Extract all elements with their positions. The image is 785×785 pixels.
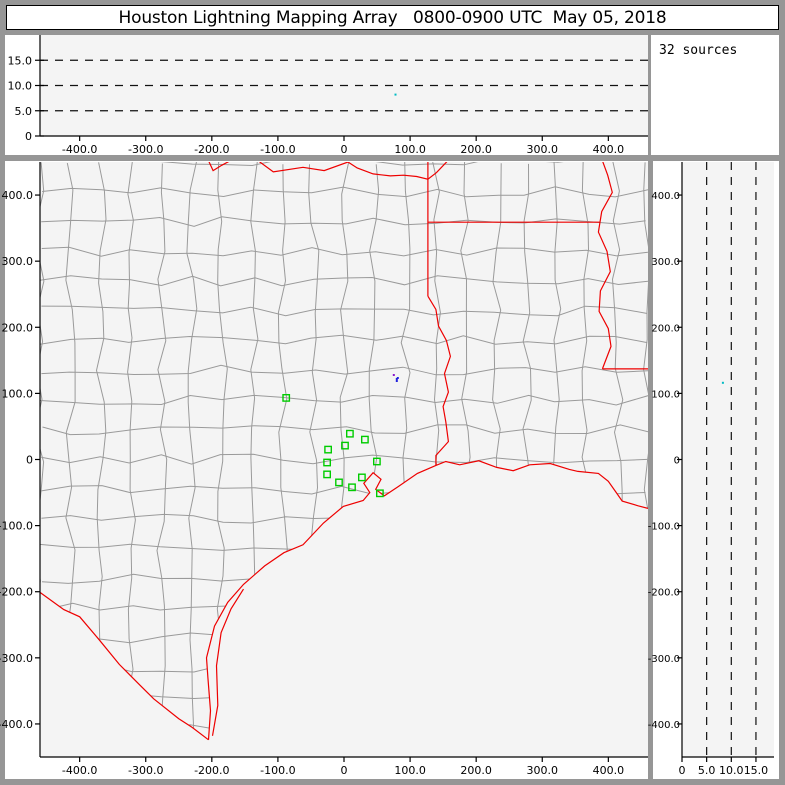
right-panel-axes: 400.0 300.0 200.0 100.0 0 -100.0 -200.0 -300.0 -… bbox=[648, 162, 774, 777]
lma-station-marker bbox=[373, 457, 381, 466]
lightning-source-point bbox=[395, 380, 398, 382]
altitude-vs-east-plot[interactable]: 0 5.0 10.0 15.0 -400.0 -300.0 -200.0 -100.0 0 100… bbox=[5, 35, 648, 156]
right-y-tick-label: -100.0 bbox=[648, 522, 680, 533]
lma-station-marker bbox=[324, 445, 332, 454]
lma-station-marker bbox=[376, 489, 384, 498]
lma-station-marker bbox=[335, 478, 343, 487]
lma-station-marker bbox=[346, 429, 354, 438]
right-x-tick-label: 5.0 bbox=[698, 764, 716, 777]
map-x-tick-label: -400.0 bbox=[62, 764, 97, 777]
alt-x-tick-label: -300.0 bbox=[128, 143, 163, 156]
map-y-tick-label: -100.0 bbox=[0, 520, 33, 533]
map-axes: -400.0 -300.0 -200.0 -100.0 0 100.0 200.0 300.0… bbox=[0, 162, 648, 777]
map-x-tick-label: 100.0 bbox=[394, 764, 426, 777]
map-y-tick-label: 0 bbox=[26, 454, 33, 467]
lma-station-marker bbox=[348, 483, 356, 492]
map-x-tick-label: 400.0 bbox=[593, 764, 625, 777]
plan-view-map-panel[interactable]: -400.0 -300.0 -200.0 -100.0 0 100.0 200.0 300.0… bbox=[0, 161, 648, 779]
alt-x-tick-label: 400.0 bbox=[593, 143, 625, 156]
map-y-tick-label: -200.0 bbox=[0, 586, 33, 599]
map-y-tick-label: 100.0 bbox=[2, 387, 34, 400]
lightning-source-point bbox=[392, 374, 395, 376]
right-x-tick-label: 15.0 bbox=[744, 764, 769, 777]
alt-x-tick-label: -100.0 bbox=[260, 143, 295, 156]
map-x-tick-label: 300.0 bbox=[527, 764, 559, 777]
map-x-tick-label: -300.0 bbox=[128, 764, 163, 777]
right-y-tick-label: -200.0 bbox=[648, 588, 680, 599]
right-y-tick-label: -400.0 bbox=[648, 720, 680, 731]
lma-stations-layer bbox=[282, 393, 384, 498]
right-x-tick-label: 10.0 bbox=[719, 764, 744, 777]
north-vs-altitude-plot[interactable]: 400.0 300.0 200.0 100.0 0 -100.0 -200.0 -300.0 -… bbox=[648, 161, 779, 779]
map-y-tick-label: -400.0 bbox=[0, 718, 33, 731]
alt-panel-axes: 0 5.0 10.0 15.0 -400.0 -300.0 -200.0 -100.0 0 100… bbox=[8, 35, 648, 156]
map-y-tick-label: -300.0 bbox=[0, 652, 33, 665]
plan-view-map-plot[interactable]: -400.0 -300.0 -200.0 -100.0 0 100.0 200.0 300.0… bbox=[0, 161, 648, 779]
north-vs-altitude-panel[interactable]: 400.0 300.0 200.0 100.0 0 -100.0 -200.0 -300.0 -… bbox=[648, 161, 779, 779]
alt-y-tick-label: 10.0 bbox=[8, 80, 33, 93]
altitude-vs-east-panel[interactable]: 0 5.0 10.0 15.0 -400.0 -300.0 -200.0 -100.0 0 100… bbox=[5, 35, 648, 156]
right-y-tick-label: 100.0 bbox=[651, 389, 680, 400]
lightning-source-point bbox=[394, 93, 397, 96]
window-title-bar: Houston Lightning Mapping Array 0800-090… bbox=[6, 5, 779, 30]
lma-station-marker bbox=[323, 470, 331, 479]
alt-x-tick-label: 300.0 bbox=[527, 143, 559, 156]
map-x-tick-label: -100.0 bbox=[260, 764, 295, 777]
lma-station-marker bbox=[282, 393, 291, 402]
alt-y-tick-label: 0 bbox=[25, 130, 32, 143]
right-y-tick-label: 400.0 bbox=[651, 191, 680, 202]
alt-x-tick-label: 100.0 bbox=[394, 143, 426, 156]
lightning-sources-layer bbox=[392, 374, 399, 382]
lma-station-marker bbox=[323, 458, 331, 467]
lma-station-marker bbox=[341, 441, 349, 450]
map-x-tick-label: 0 bbox=[341, 764, 348, 777]
lma-station-marker bbox=[361, 435, 369, 444]
alt-y-tick-label: 15.0 bbox=[8, 54, 33, 67]
alt-x-tick-label: 0 bbox=[341, 143, 348, 156]
alt-x-tick-label: -200.0 bbox=[194, 143, 229, 156]
lightning-source-point bbox=[721, 381, 724, 384]
map-x-tick-label: -200.0 bbox=[194, 764, 229, 777]
map-y-tick-label: 200.0 bbox=[2, 321, 34, 334]
right-plot-background bbox=[682, 162, 774, 757]
right-x-tick-label: 0 bbox=[679, 764, 686, 777]
right-y-tick-label: 300.0 bbox=[651, 257, 680, 268]
map-x-tick-label: 200.0 bbox=[460, 764, 492, 777]
lma-station-marker bbox=[358, 473, 366, 482]
source-count-label: 32 sources bbox=[659, 43, 738, 58]
right-y-tick-label: 200.0 bbox=[651, 323, 680, 334]
right-y-tick-label: 0 bbox=[674, 456, 680, 467]
state-borders-layer bbox=[40, 162, 648, 741]
map-y-tick-label: 400.0 bbox=[2, 189, 34, 202]
source-count-box: 32 sources bbox=[651, 35, 779, 155]
map-y-tick-label: 300.0 bbox=[2, 255, 34, 268]
right-y-tick-label: -300.0 bbox=[648, 654, 680, 665]
alt-x-tick-label: -400.0 bbox=[62, 143, 97, 156]
lightning-source-point bbox=[396, 377, 399, 379]
window-title: Houston Lightning Mapping Array 0800-090… bbox=[118, 7, 667, 28]
alt-x-tick-label: 200.0 bbox=[460, 143, 492, 156]
alt-y-tick-label: 5.0 bbox=[15, 105, 33, 118]
